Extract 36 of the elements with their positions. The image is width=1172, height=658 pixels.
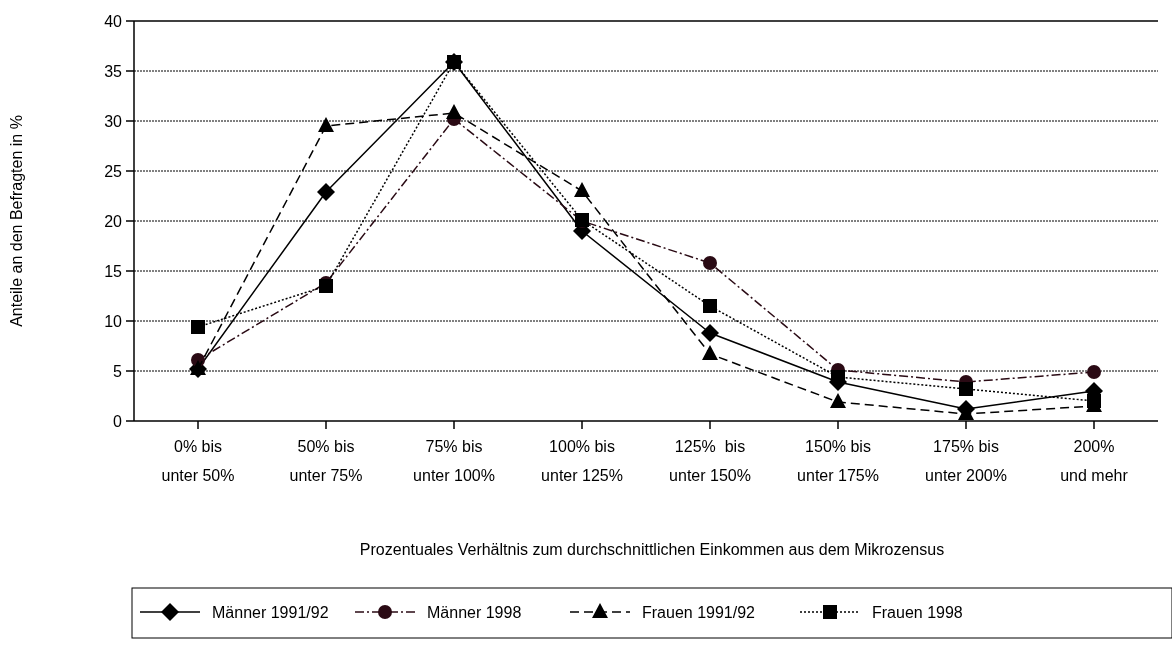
x-tick-label: 175% bis unter 200% — [925, 438, 1007, 484]
point — [830, 393, 846, 408]
legend-label: Männer 1991/92 — [212, 603, 329, 621]
y-tick-label: 15 — [104, 262, 123, 280]
x-tick-label: 0% bis unter 50% — [161, 438, 235, 484]
x-axis-title: Prozentuales Verhältnis zum durchschnittlichen Einkommen aus dem Mikrozensus — [359, 541, 945, 558]
x-tick-label: 200% und mehr — [1060, 438, 1129, 484]
legend-label: Männer 1998 — [427, 603, 522, 621]
y-tick-label: 0 — [113, 412, 123, 430]
y-tick-label: 40 — [104, 12, 123, 30]
point — [446, 104, 462, 119]
point — [447, 55, 461, 69]
legend-label: Frauen 1998 — [872, 603, 963, 621]
point — [191, 320, 205, 334]
x-tick-label: 150% bis unter 175% — [797, 438, 879, 484]
point — [1087, 365, 1101, 379]
x-tick-label: 50% bis unter 75% — [289, 438, 363, 484]
legend-label: Frauen 1991/92 — [642, 603, 756, 621]
point — [703, 299, 717, 313]
x-tick-label: 100% bis unter 125% — [541, 438, 623, 484]
y-tick-label: 35 — [104, 62, 123, 80]
y-tick-label: 20 — [104, 212, 123, 230]
point — [703, 256, 717, 270]
point — [574, 182, 590, 197]
point — [318, 117, 334, 132]
y-tick-label: 10 — [104, 312, 123, 330]
point — [702, 345, 718, 360]
point — [959, 382, 973, 396]
y-axis-title: Anteile an den Befragten in % — [8, 115, 25, 327]
point — [317, 183, 335, 201]
x-tick-label: 75% bis unter 100% — [413, 438, 495, 484]
x-tick-label: 125% bis unter 150% — [669, 438, 751, 484]
y-tick-label: 25 — [104, 162, 123, 180]
point — [701, 324, 719, 342]
y-tick-label: 30 — [104, 112, 123, 130]
y-tick-label: 5 — [113, 362, 123, 380]
